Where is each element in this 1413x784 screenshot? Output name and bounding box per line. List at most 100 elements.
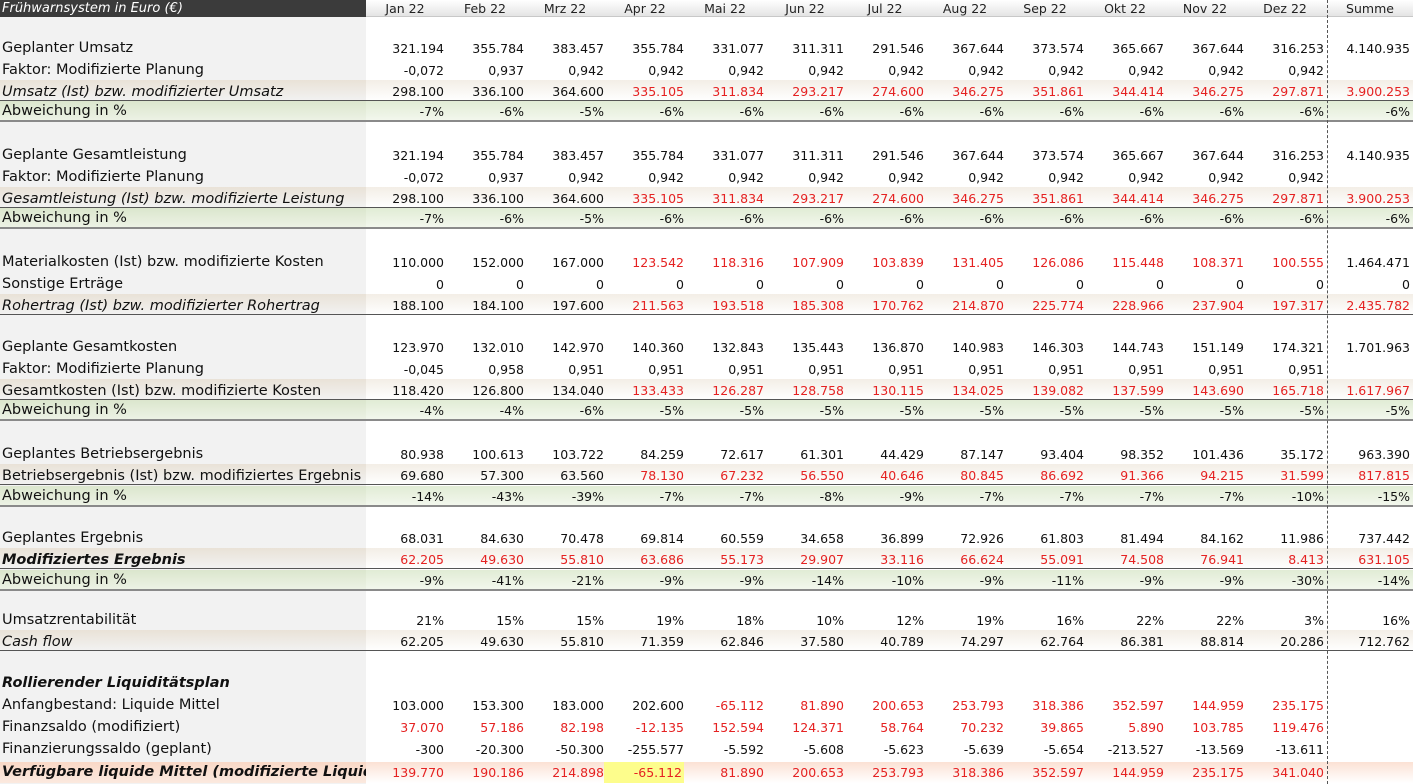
- cell-value[interactable]: 70.478: [560, 531, 604, 546]
- cell-value[interactable]: -5%: [819, 403, 844, 418]
- cell-value[interactable]: 132.843: [712, 340, 764, 355]
- cell-value[interactable]: 0,942: [648, 63, 684, 78]
- cell-value[interactable]: 0,942: [1288, 170, 1324, 185]
- row-label[interactable]: Modifiziertes Ergebnis: [0, 548, 366, 569]
- cell-value[interactable]: 1.617.967: [1346, 383, 1410, 398]
- cell-value[interactable]: -5%: [1139, 403, 1164, 418]
- column-header[interactable]: Apr 22: [624, 1, 666, 16]
- cell-value[interactable]: -9%: [659, 573, 684, 588]
- cell-value[interactable]: 74.297: [960, 634, 1004, 649]
- cell-value[interactable]: 4.140.935: [1346, 41, 1410, 56]
- cell-value[interactable]: 8.413: [1288, 552, 1324, 567]
- cell-value[interactable]: 355.784: [472, 41, 524, 56]
- cell-value[interactable]: 346.275: [1192, 191, 1244, 206]
- cell-value[interactable]: 316.253: [1272, 148, 1324, 163]
- cell-value[interactable]: -213.527: [1107, 742, 1164, 757]
- cell-value[interactable]: 0: [516, 277, 524, 292]
- row-label[interactable]: Geplanter Umsatz: [2, 40, 134, 56]
- cell-value[interactable]: -8%: [819, 489, 844, 504]
- cell-value[interactable]: 128.758: [792, 383, 844, 398]
- cell-value[interactable]: 151.149: [1192, 340, 1244, 355]
- cell-value[interactable]: 94.215: [1200, 468, 1244, 483]
- cell-value[interactable]: 101.436: [1192, 447, 1244, 462]
- cell-value[interactable]: 316.253: [1272, 41, 1324, 56]
- cell-value[interactable]: -5%: [659, 403, 684, 418]
- cell-value[interactable]: 355.784: [632, 148, 684, 163]
- cell-value[interactable]: 72.926: [960, 531, 1004, 546]
- cell-value[interactable]: 253.793: [872, 765, 924, 780]
- cell-value[interactable]: 0,942: [808, 170, 844, 185]
- cell-value[interactable]: -5.654: [1043, 742, 1084, 757]
- cell-value[interactable]: 0: [596, 277, 604, 292]
- cell-value[interactable]: 214.870: [952, 298, 1004, 313]
- cell-value[interactable]: 351.861: [1032, 191, 1084, 206]
- cell-value[interactable]: -300: [415, 742, 444, 757]
- cell-value[interactable]: 37.580: [800, 634, 844, 649]
- cell-value[interactable]: 86.381: [1120, 634, 1164, 649]
- cell-value[interactable]: 0: [436, 277, 444, 292]
- column-header[interactable]: Mrz 22: [543, 1, 587, 16]
- cell-value[interactable]: 817.815: [1358, 468, 1410, 483]
- cell-value[interactable]: -6%: [1385, 211, 1410, 226]
- cell-value[interactable]: -6%: [979, 211, 1004, 226]
- cell-value[interactable]: 86.692: [1040, 468, 1084, 483]
- cell-value[interactable]: 118.316: [712, 255, 764, 270]
- row-label[interactable]: Abweichung in %: [0, 208, 366, 229]
- cell-value[interactable]: 93.404: [1040, 447, 1084, 462]
- cell-value[interactable]: 100.555: [1272, 255, 1324, 270]
- cell-value[interactable]: -6%: [1299, 211, 1324, 226]
- cell-value[interactable]: 144.959: [1192, 698, 1244, 713]
- cell-value[interactable]: 84.259: [640, 447, 684, 462]
- cell-value[interactable]: 712.762: [1358, 634, 1410, 649]
- cell-value[interactable]: 119.476: [1272, 720, 1324, 735]
- cell-value[interactable]: -12.135: [635, 720, 684, 735]
- cell-value[interactable]: 12%: [896, 613, 924, 628]
- cell-value[interactable]: 15%: [496, 613, 524, 628]
- cell-value[interactable]: [1326, 167, 1410, 188]
- cell-value[interactable]: -7%: [979, 489, 1004, 504]
- row-label[interactable]: Cash flow: [0, 630, 366, 651]
- cell-value[interactable]: -6%: [659, 211, 684, 226]
- cell-value[interactable]: -0,072: [403, 63, 444, 78]
- cell-value[interactable]: 56.550: [800, 468, 844, 483]
- cell-value[interactable]: -9%: [1139, 573, 1164, 588]
- row-label[interactable]: Anfangbestand: Liquide Mittel: [2, 697, 220, 713]
- row-label[interactable]: Geplantes Ergebnis: [2, 530, 144, 546]
- cell-value[interactable]: 0,951: [728, 362, 764, 377]
- cell-value[interactable]: 39.865: [1040, 720, 1084, 735]
- cell-value[interactable]: 5.890: [1128, 720, 1164, 735]
- cell-value[interactable]: 124.371: [792, 720, 844, 735]
- cell-value[interactable]: 62.205: [400, 552, 444, 567]
- cell-value[interactable]: 331.077: [712, 148, 764, 163]
- cell-value[interactable]: 0: [676, 277, 684, 292]
- row-label[interactable]: Rohertrag (Ist) bzw. modifizierter Roher…: [0, 294, 366, 315]
- cell-value[interactable]: -11%: [1051, 573, 1084, 588]
- cell-value[interactable]: -9%: [899, 489, 924, 504]
- row-label[interactable]: Sonstige Erträge: [2, 276, 124, 292]
- cell-value[interactable]: -10%: [891, 573, 924, 588]
- cell-value[interactable]: 0: [1316, 277, 1324, 292]
- cell-value[interactable]: 0,937: [488, 63, 524, 78]
- cell-value[interactable]: 963.390: [1358, 447, 1410, 462]
- cell-value[interactable]: -9%: [419, 573, 444, 588]
- cell-value[interactable]: 1.701.963: [1346, 340, 1410, 355]
- cell-value[interactable]: 118.420: [392, 383, 444, 398]
- cell-value[interactable]: -7%: [739, 489, 764, 504]
- row-label[interactable]: Geplante Gesamtleistung: [2, 147, 187, 163]
- cell-value[interactable]: 55.810: [560, 634, 604, 649]
- cell-value[interactable]: 3.900.253: [1346, 191, 1410, 206]
- cell-value[interactable]: -30%: [1291, 573, 1324, 588]
- cell-value[interactable]: 135.443: [792, 340, 844, 355]
- cell-value[interactable]: 344.414: [1112, 84, 1164, 99]
- cell-value[interactable]: -41%: [491, 573, 524, 588]
- cell-value[interactable]: 214.898: [552, 765, 604, 780]
- cell-value[interactable]: 55.810: [560, 552, 604, 567]
- cell-value[interactable]: 352.597: [1112, 698, 1164, 713]
- cell-value[interactable]: 136.870: [872, 340, 924, 355]
- cell-value[interactable]: 29.907: [800, 552, 844, 567]
- cell-value[interactable]: 49.630: [480, 552, 524, 567]
- cell-value[interactable]: -7%: [1059, 489, 1084, 504]
- sheet-title[interactable]: Frühwarnsystem in Euro (€): [0, 0, 366, 17]
- cell-value[interactable]: 3.900.253: [1346, 84, 1410, 99]
- cell-value[interactable]: 364.600: [552, 84, 604, 99]
